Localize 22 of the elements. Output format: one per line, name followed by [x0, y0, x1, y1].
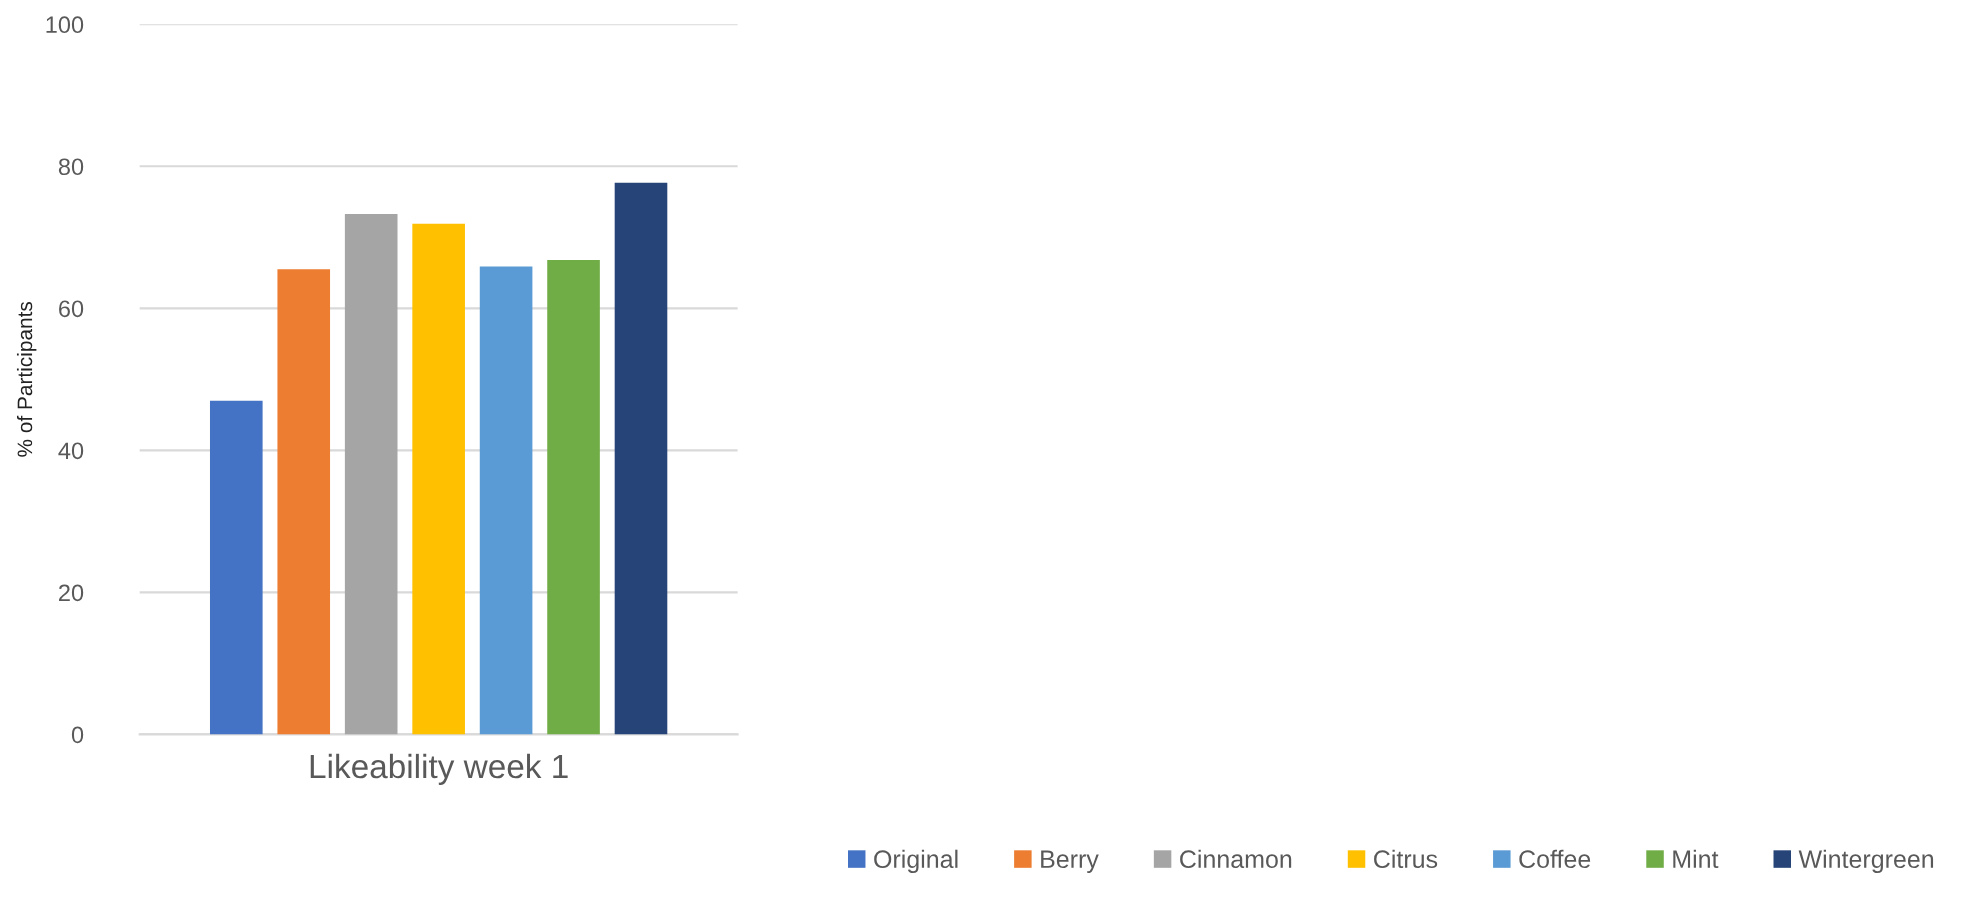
bar [412, 223, 465, 735]
legend-label: Berry [1041, 850, 1099, 873]
y-tick-label: 20 [59, 584, 84, 602]
legend-label: Wintergreen [1798, 849, 1934, 873]
legend-label: Cinnamon [1180, 849, 1292, 869]
bar [614, 182, 668, 735]
bar [547, 260, 600, 735]
legend-label: Mint [1673, 849, 1719, 869]
bar [277, 269, 331, 735]
y-tick-label: 100 [46, 16, 84, 34]
y-tick-label: 40 [58, 442, 84, 460]
bar [344, 213, 398, 735]
legend-label: Coffee [1519, 849, 1591, 869]
bar [209, 400, 263, 735]
legend-label: Original [874, 849, 958, 873]
bar [479, 266, 533, 735]
legend-label: Citrus [1374, 849, 1438, 869]
y-axis-title: % of Participants [16, 301, 37, 457]
y-tick-label: 60 [59, 300, 84, 318]
y-tick-label: 80 [58, 158, 84, 176]
y-tick-label: 0 [71, 726, 84, 744]
x-tick-label: Likeability week 1 [310, 753, 568, 785]
